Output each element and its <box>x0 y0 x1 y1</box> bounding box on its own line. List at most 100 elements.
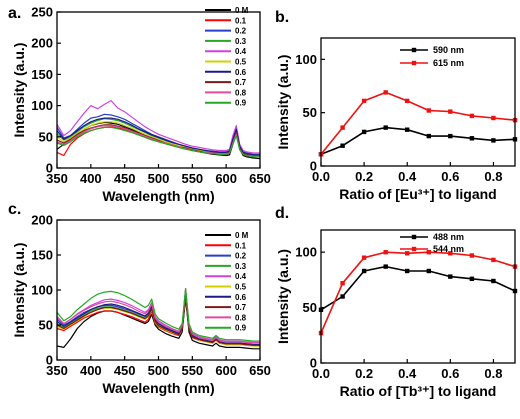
data-point-d-0-8 <box>491 278 496 284</box>
y-tick-label-b-1: 50 <box>303 105 317 120</box>
legend-b: 590 nm 615 nm <box>400 45 464 68</box>
data-point-d-0-6 <box>448 274 453 279</box>
data-point-d-0-2 <box>361 268 367 274</box>
series-group-a <box>56 99 261 160</box>
x-axis-label-d: Ratio of [Tb³⁺] to ligand <box>340 383 497 399</box>
legend-label-b-1: 615 nm <box>433 58 464 68</box>
x-tick-label-d-0: 0.0 <box>312 366 330 381</box>
x-tick-label-a-4: 550 <box>181 171 203 186</box>
legend-marker-b-0 <box>411 47 417 53</box>
y-tick-label-d-2: 100 <box>295 245 317 260</box>
series-line-c-0 <box>56 297 260 350</box>
legend-label-c-4: 0.4 <box>235 272 247 281</box>
panel-d: d. 0.0 0.2 0.4 0.6 0.8 0 50 100 Ratio of [Tb³⁺] t… <box>275 205 518 399</box>
data-point-d-1-2 <box>361 255 367 260</box>
panel-b: b. 0.0 0.2 0.4 0.6 0.8 0 50 100 Ratio of [Eu³⁺] t… <box>275 9 518 202</box>
legend-d: 488 nm 544 nm <box>400 232 464 254</box>
data-point-b-0-6 <box>448 133 453 139</box>
y-tick-label-c-1: 50 <box>39 318 53 333</box>
data-point-b-1-7 <box>469 113 475 119</box>
data-point-b-0-5 <box>426 133 431 139</box>
panel-label-a: a. <box>8 5 21 22</box>
data-point-b-0-4 <box>405 127 410 132</box>
plot-frame-d <box>320 229 516 364</box>
legend-label-a-6: 0.6 <box>235 68 247 77</box>
y-tick-label-a-5: 250 <box>31 5 53 20</box>
series-group-d <box>318 250 518 336</box>
series-line-b-1 <box>320 91 516 155</box>
data-point-b-1-3 <box>383 90 388 95</box>
x-tick-label-d-1: 0.2 <box>355 366 373 381</box>
series-line-a-6 <box>56 117 260 156</box>
x-tick-label-a-0: 350 <box>46 171 68 186</box>
x-tick-label-a-6: 650 <box>249 171 271 186</box>
series-line-c-7 <box>56 292 260 346</box>
legend-label-a-8: 0.8 <box>235 88 247 97</box>
legend-label-a-5: 0.5 <box>235 58 247 67</box>
x-tick-label-a-3: 500 <box>148 171 170 186</box>
x-tick-label-c-4: 550 <box>181 363 203 378</box>
series-line-a-5 <box>56 121 260 157</box>
data-point-b-0-2 <box>361 129 367 135</box>
series-line-c-9 <box>56 288 260 342</box>
data-point-d-0-3 <box>383 264 388 269</box>
panel-label-d: d. <box>275 205 289 222</box>
y-axis-label-a: Intensity (a.u.) <box>11 43 27 138</box>
x-axis-label-a: Wavelength (nm) <box>102 188 214 204</box>
legend-label-c-9: 0.9 <box>235 324 247 333</box>
data-point-b-0-3 <box>383 125 388 130</box>
legend-label-a-7: 0.7 <box>235 78 247 87</box>
x-tick-label-b-0: 0.0 <box>312 169 330 184</box>
x-tick-label-a-5: 600 <box>215 171 237 186</box>
series-line-c-4 <box>56 288 260 344</box>
plot-frame-a <box>56 11 261 169</box>
data-point-b-1-1 <box>340 125 345 130</box>
series-group-c <box>56 288 260 350</box>
legend-label-c-2: 0.2 <box>235 252 247 261</box>
legend-label-b-0: 590 nm <box>433 45 464 55</box>
x-tick-label-c-0: 350 <box>46 363 68 378</box>
panel-label-c: c. <box>8 201 21 218</box>
y-axis-label-b: Intensity (a.u.) <box>275 55 291 150</box>
data-point-d-0-1 <box>340 294 345 299</box>
y-tick-label-a-0: 0 <box>46 161 53 176</box>
legend-marker-d-0 <box>411 234 417 240</box>
x-axis-label-b: Ratio of [Eu³⁺] to ligand <box>339 186 496 202</box>
x-tick-label-c-2: 450 <box>114 363 136 378</box>
data-point-d-1-5 <box>426 250 431 255</box>
legend-marker-d-1 <box>411 246 417 252</box>
x-tick-label-c-6: 650 <box>249 363 271 378</box>
plot-frame-b <box>320 37 516 167</box>
panel-c: c. 350 400 450 500 550 600 650 0 50 100 150 200 Wavel… <box>8 201 271 396</box>
y-tick-label-a-1: 50 <box>39 129 53 144</box>
series-group-b <box>318 90 518 157</box>
data-point-b-0-1 <box>340 143 345 148</box>
y-tick-label-a-4: 200 <box>31 36 53 51</box>
x-tick-label-b-4: 0.8 <box>484 169 502 184</box>
x-tick-label-b-3: 0.6 <box>441 169 459 184</box>
y-tick-label-b-2: 100 <box>295 52 317 67</box>
series-line-c-8 <box>56 288 260 344</box>
legend-label-a-0: 0 M <box>235 6 249 15</box>
x-tick-label-b-1: 0.2 <box>355 169 373 184</box>
legend-label-c-3: 0.3 <box>235 262 247 271</box>
legend-label-a-1: 0.1 <box>235 16 247 25</box>
data-point-d-1-4 <box>405 251 410 256</box>
legend-a: 0 M0.1 0.20.30.4 0.50.60.70.8 0.9 <box>205 6 249 108</box>
y-tick-label-a-3: 150 <box>31 67 53 82</box>
y-tick-label-b-0: 0 <box>310 159 317 174</box>
data-point-b-1-4 <box>405 98 410 104</box>
legend-label-c-6: 0.6 <box>235 293 247 302</box>
data-point-b-1-2 <box>361 98 367 104</box>
data-point-b-0-8 <box>491 138 496 143</box>
y-tick-label-c-0: 0 <box>46 353 53 368</box>
y-tick-label-c-3: 150 <box>31 248 53 263</box>
series-line-d-0 <box>320 265 516 311</box>
series-line-b-0 <box>320 126 516 156</box>
data-point-b-1-6 <box>448 109 453 114</box>
x-tick-label-d-4: 0.8 <box>484 366 502 381</box>
data-point-d-1-8 <box>491 257 496 263</box>
legend-label-d-0: 488 nm <box>433 232 464 242</box>
legend-label-c-0: 0 M <box>235 231 249 240</box>
x-tick-label-b-2: 0.4 <box>398 169 417 184</box>
